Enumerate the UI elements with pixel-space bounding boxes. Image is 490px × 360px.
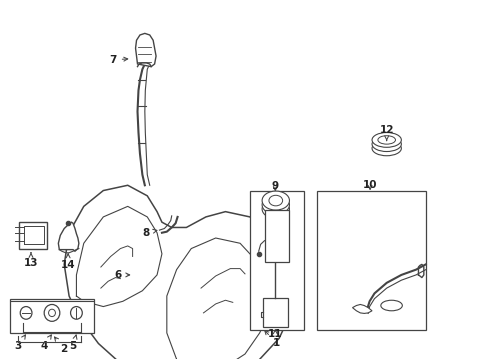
Polygon shape [64, 185, 294, 360]
Text: 11: 11 [268, 329, 283, 339]
Bar [263, 298, 288, 327]
Circle shape [71, 307, 82, 319]
Ellipse shape [262, 191, 290, 210]
Ellipse shape [372, 141, 401, 156]
Text: 7: 7 [109, 55, 128, 65]
Text: 9: 9 [272, 181, 279, 191]
Text: 8: 8 [143, 228, 157, 238]
Polygon shape [58, 222, 79, 251]
Ellipse shape [372, 132, 401, 147]
Ellipse shape [262, 195, 290, 214]
Polygon shape [19, 222, 47, 248]
Bar [250, 190, 304, 330]
Bar [318, 190, 426, 330]
Circle shape [20, 307, 32, 319]
Text: 10: 10 [363, 180, 377, 190]
Polygon shape [10, 299, 94, 333]
Circle shape [44, 305, 60, 321]
Ellipse shape [269, 195, 283, 206]
Text: 5: 5 [70, 335, 77, 351]
Ellipse shape [372, 137, 401, 152]
Circle shape [49, 309, 55, 316]
Text: 4: 4 [40, 335, 51, 351]
Polygon shape [136, 33, 156, 67]
Text: 12: 12 [379, 125, 394, 140]
Text: 13: 13 [24, 253, 38, 268]
Ellipse shape [381, 300, 402, 311]
Text: 1: 1 [265, 330, 280, 348]
Text: 2: 2 [54, 337, 68, 354]
Text: 14: 14 [61, 254, 75, 270]
Text: 3: 3 [14, 335, 25, 351]
Polygon shape [352, 305, 372, 314]
Text: 6: 6 [114, 270, 130, 280]
Ellipse shape [262, 199, 290, 219]
Ellipse shape [378, 136, 395, 144]
Bar [265, 210, 289, 262]
